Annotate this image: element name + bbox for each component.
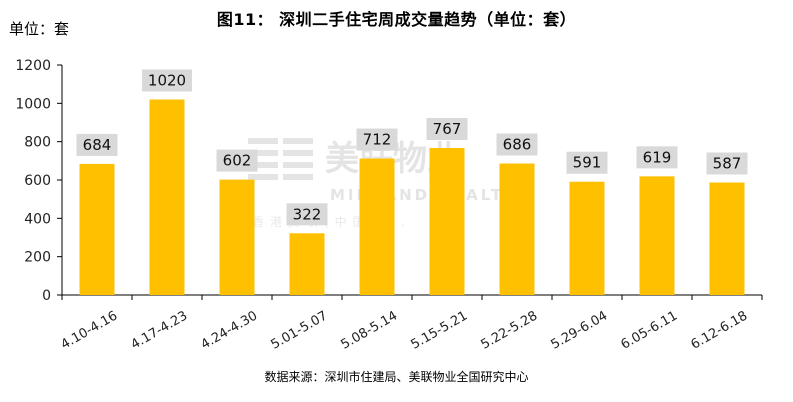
data-label: 686 <box>503 136 532 154</box>
watermark-english: MIDLAND REALTY <box>330 186 518 204</box>
x-tick-label: 5.08-5.14 <box>338 308 400 352</box>
unit-label: 单位：套 <box>9 20 70 38</box>
data-label-box <box>566 151 608 174</box>
chart-y-tick-labels: 0 200 400 600 800 1000 1200 <box>15 58 51 304</box>
bar <box>429 147 465 295</box>
data-label: 712 <box>363 131 392 149</box>
bar <box>709 182 745 295</box>
data-label: 767 <box>433 120 462 138</box>
chart-bars <box>79 99 745 295</box>
data-label-box <box>142 69 192 92</box>
bar <box>569 181 605 295</box>
y-tick-label: 400 <box>24 211 51 227</box>
chart-x-tick-labels: 4.10-4.16 4.17-4.23 4.24-4.30 5.01-5.07 5.08… <box>58 308 750 352</box>
data-label-box <box>216 149 258 172</box>
data-label: 602 <box>223 152 252 170</box>
bar <box>639 176 675 295</box>
y-tick-label: 0 <box>42 288 51 304</box>
x-tick-label: 5.22-5.28 <box>478 308 540 352</box>
x-tick-label: 4.24-4.30 <box>198 308 260 352</box>
x-tick-label: 5.15-5.21 <box>408 308 470 352</box>
y-tick-label: 600 <box>24 173 51 189</box>
y-tick-label: 1200 <box>15 58 51 74</box>
x-tick-label: 6.12-6.18 <box>688 308 750 352</box>
x-tick-label: 4.17-4.23 <box>128 308 190 352</box>
x-tick-label: 4.10-4.16 <box>58 308 120 352</box>
y-tick-label: 200 <box>24 250 51 266</box>
bar <box>219 179 255 295</box>
data-label: 591 <box>573 154 602 172</box>
x-tick-label: 6.05-6.11 <box>618 308 680 352</box>
bar <box>289 233 325 295</box>
chart-data-labels: 684 1020 602 322 712 767 686 591 619 587 <box>76 69 748 226</box>
data-label-box <box>496 133 538 156</box>
data-label-box <box>426 117 468 140</box>
data-label: 322 <box>293 205 322 223</box>
data-label: 619 <box>643 148 672 166</box>
data-label-box <box>286 203 328 226</box>
bar <box>499 163 535 295</box>
data-label: 1020 <box>148 72 186 90</box>
y-tick-label: 1000 <box>15 96 51 112</box>
bar <box>79 163 115 295</box>
x-tick-label: 5.01-5.07 <box>268 308 330 352</box>
bar <box>359 158 395 295</box>
data-label-box <box>356 128 398 151</box>
bar <box>149 99 185 295</box>
x-tick-label: 5.29-6.04 <box>548 308 610 352</box>
data-label-box <box>76 133 118 156</box>
data-label-box <box>706 152 748 175</box>
y-tick-label: 800 <box>24 135 51 151</box>
source-note: 数据来源：深圳市住建局、美联物业全国研究中心 <box>264 370 529 384</box>
chart-title: 图11： 深圳二手住宅周成交量趋势（单位：套） <box>216 10 577 29</box>
data-label: 587 <box>713 154 742 172</box>
data-label-box <box>636 146 678 169</box>
data-label: 684 <box>83 136 112 154</box>
